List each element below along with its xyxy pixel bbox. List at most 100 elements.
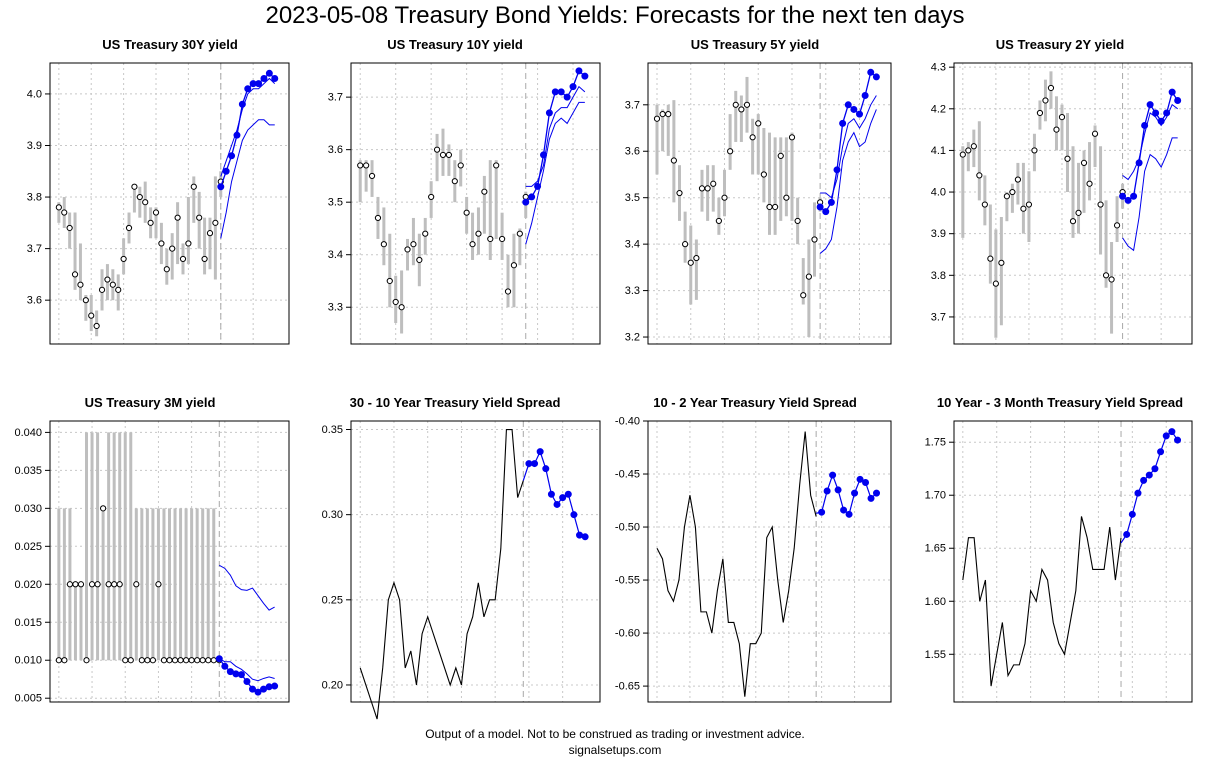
close-point	[794, 217, 801, 225]
close-point	[1025, 201, 1033, 208]
y-tick-label: 3.6	[328, 144, 343, 156]
forecast-point	[551, 88, 559, 96]
forecast-point	[873, 489, 881, 497]
y-tick-label: 3.8	[27, 192, 42, 204]
y-tick-label: 0.025	[14, 541, 42, 553]
close-point	[704, 185, 711, 192]
close-point	[116, 581, 123, 588]
panel-spread-10-3m: 10 Year - 3 Month Treasury Yield Spread …	[910, 388, 1210, 718]
close-point	[493, 162, 500, 169]
y-tick-label: 4.2	[931, 103, 946, 115]
close-point	[100, 505, 107, 512]
y-tick-label: 4.3	[931, 62, 946, 74]
forecast-point	[861, 92, 869, 100]
forecast-point	[1168, 88, 1176, 96]
close-point	[755, 120, 762, 127]
plot-frame	[49, 62, 290, 345]
forecast-point	[1174, 436, 1182, 444]
forecast-point	[1168, 428, 1176, 436]
y-tick-label: 0.25	[322, 594, 343, 606]
close-point	[171, 657, 179, 664]
close-point	[760, 171, 767, 178]
forecast-lower-line	[525, 101, 585, 245]
y-tick-label: 3.7	[931, 311, 946, 323]
history-line	[656, 431, 817, 697]
panel-us30y: US Treasury 30Y yield 3.6 3.7 3.8 3.9 4.0	[27, 30, 300, 350]
plot-frame	[350, 420, 601, 703]
forecast-upper-line	[1122, 103, 1178, 181]
close-point	[811, 236, 818, 243]
plot-frame	[49, 420, 290, 703]
close-point	[55, 204, 62, 211]
y-tick-label: 3.7	[328, 92, 343, 104]
close-point	[422, 230, 429, 237]
y-tick-label: 0.20	[322, 679, 343, 691]
forecast-point	[547, 490, 555, 498]
close-point	[83, 657, 90, 664]
close-point	[777, 152, 784, 159]
y-tick-label: 3.6	[625, 146, 640, 158]
forecast-point	[539, 151, 547, 159]
forecast-point	[542, 465, 550, 473]
close-point	[1009, 188, 1016, 196]
y-tick-label: 0.030	[14, 503, 42, 515]
forecast-point	[1135, 159, 1143, 167]
forecast-point	[237, 671, 245, 679]
y-tick-label: -0.45	[615, 469, 640, 481]
close-point	[205, 657, 212, 664]
close-point	[710, 180, 717, 187]
close-point	[120, 255, 127, 263]
y-tick-label: 3.3	[328, 302, 343, 314]
forecast-point	[271, 682, 279, 690]
close-point	[457, 162, 464, 169]
forecast-point	[1124, 196, 1132, 204]
close-point	[357, 162, 364, 169]
forecast-point	[581, 72, 589, 80]
panel-title: US Treasury 10Y yield	[387, 37, 523, 52]
y-tick-label: 0.010	[14, 655, 42, 667]
y-tick-label: 0.020	[14, 579, 42, 591]
close-point	[196, 214, 203, 221]
panel-spread-10-2: 10 - 2 Year Treasury Yield Spread -0.65-…	[610, 388, 900, 718]
close-point	[61, 209, 68, 216]
y-tick-label: 3.7	[27, 243, 42, 255]
close-point	[380, 241, 387, 248]
forecast-point	[528, 193, 536, 201]
forecast-point	[243, 677, 251, 685]
chart-us2y: 3.7 3.8 3.9 4.0 4.1 4.2 4.3	[931, 62, 1193, 345]
close-point	[368, 172, 376, 180]
y-tick-label: 0.035	[14, 465, 42, 477]
forecast-point	[1145, 471, 1153, 479]
forecast-point	[575, 67, 583, 75]
close-point	[1053, 126, 1060, 133]
close-point	[136, 193, 143, 201]
forecast-line	[1120, 430, 1179, 544]
forecast-point	[564, 490, 572, 498]
forecast-point	[248, 685, 256, 693]
close-point	[177, 657, 184, 664]
close-point	[185, 240, 192, 247]
panel-us10y: US Treasury 10Y yield 3.3 3.4 3.5 3.6 3.7	[310, 30, 601, 350]
y-tick-label: -0.65	[615, 681, 640, 693]
close-point	[1086, 180, 1093, 187]
forecast-upper-line	[219, 564, 275, 611]
forecast-point	[1146, 101, 1154, 109]
close-point	[61, 657, 68, 664]
close-point	[94, 581, 101, 588]
forecast-point	[1123, 530, 1131, 538]
close-point	[147, 219, 154, 226]
close-point	[800, 292, 807, 299]
forecast-point	[1157, 117, 1165, 125]
plot-frame	[647, 62, 892, 345]
y-tick-label: 0.30	[322, 509, 343, 521]
close-point	[374, 214, 382, 222]
close-point	[188, 657, 195, 664]
forecast-point	[545, 109, 553, 117]
forecast-point	[557, 88, 565, 96]
panel-us5y: US Treasury 5Y yield 3.2 3.3 3.4 3.5 3.6 3.7	[610, 30, 900, 350]
close-point	[749, 134, 756, 141]
close-point	[363, 162, 370, 169]
forecast-point	[1128, 510, 1136, 518]
forecast-point	[1134, 489, 1142, 497]
history-line	[962, 516, 1122, 687]
